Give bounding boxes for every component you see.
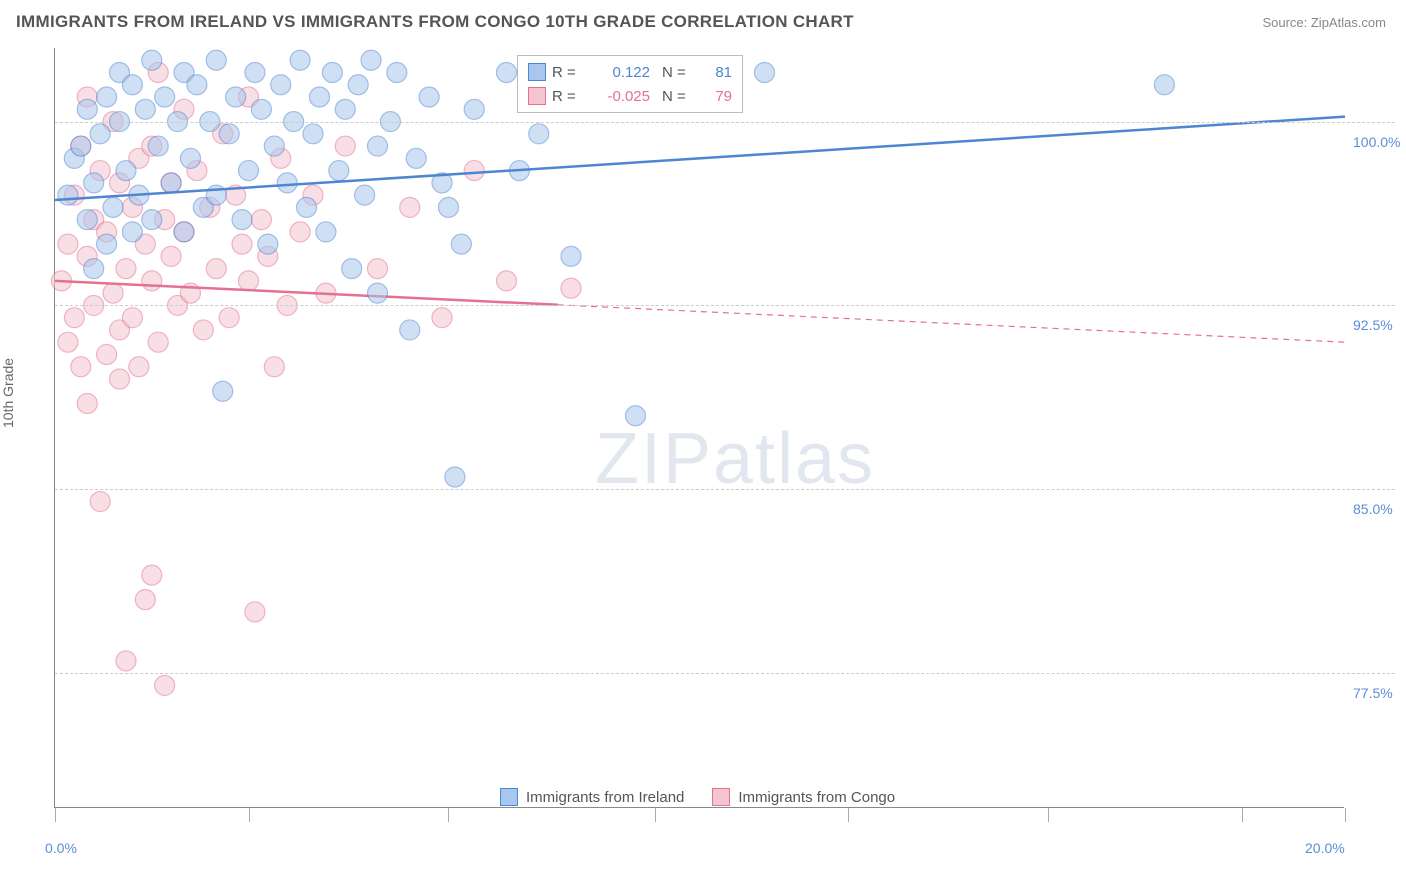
gridline-h [55, 122, 1395, 123]
r-label: R = [552, 88, 584, 105]
y-tick-label: 100.0% [1353, 134, 1400, 150]
gridline-h [55, 673, 1395, 674]
r-value-congo: -0.025 [590, 88, 650, 105]
x-tick [655, 808, 656, 822]
x-tick [55, 808, 56, 822]
legend-item-ireland: Immigrants from Ireland [500, 788, 684, 806]
swatch-congo [528, 87, 546, 105]
scatter-svg [55, 48, 1405, 808]
source-attribution: Source: ZipAtlas.com [1262, 15, 1386, 30]
n-value-congo: 79 [704, 88, 732, 105]
n-label: N = [662, 88, 698, 105]
legend-label-congo: Immigrants from Congo [738, 789, 895, 806]
x-tick [448, 808, 449, 822]
x-tick-label: 0.0% [45, 840, 77, 856]
x-tick [1048, 808, 1049, 822]
x-tick [1242, 808, 1243, 822]
x-tick [848, 808, 849, 822]
source-name: ZipAtlas.com [1311, 15, 1386, 30]
x-tick [1345, 808, 1346, 822]
swatch-ireland [528, 63, 546, 81]
correlation-legend: R = 0.122 N = 81 R = -0.025 N = 79 [517, 55, 743, 113]
y-axis-label: 10th Grade [0, 358, 16, 428]
n-label: N = [662, 64, 698, 81]
x-tick [249, 808, 250, 822]
swatch-congo [712, 788, 730, 806]
swatch-ireland [500, 788, 518, 806]
y-tick-label: 92.5% [1353, 317, 1393, 333]
n-value-ireland: 81 [704, 64, 732, 81]
y-tick-label: 77.5% [1353, 685, 1393, 701]
legend-row-congo: R = -0.025 N = 79 [528, 84, 732, 108]
series-legend: Immigrants from Ireland Immigrants from … [500, 788, 895, 806]
legend-item-congo: Immigrants from Congo [712, 788, 895, 806]
legend-label-ireland: Immigrants from Ireland [526, 789, 684, 806]
gridline-h [55, 489, 1395, 490]
chart-title: IMMIGRANTS FROM IRELAND VS IMMIGRANTS FR… [16, 12, 854, 32]
x-tick-label: 20.0% [1305, 840, 1345, 856]
source-prefix: Source: [1262, 15, 1310, 30]
legend-row-ireland: R = 0.122 N = 81 [528, 60, 732, 84]
gridline-h [55, 305, 1395, 306]
r-label: R = [552, 64, 584, 81]
chart-plot-area: ZIPatlas R = 0.122 N = 81 R = -0.025 N =… [54, 48, 1344, 808]
y-tick-label: 85.0% [1353, 501, 1393, 517]
r-value-ireland: 0.122 [590, 64, 650, 81]
